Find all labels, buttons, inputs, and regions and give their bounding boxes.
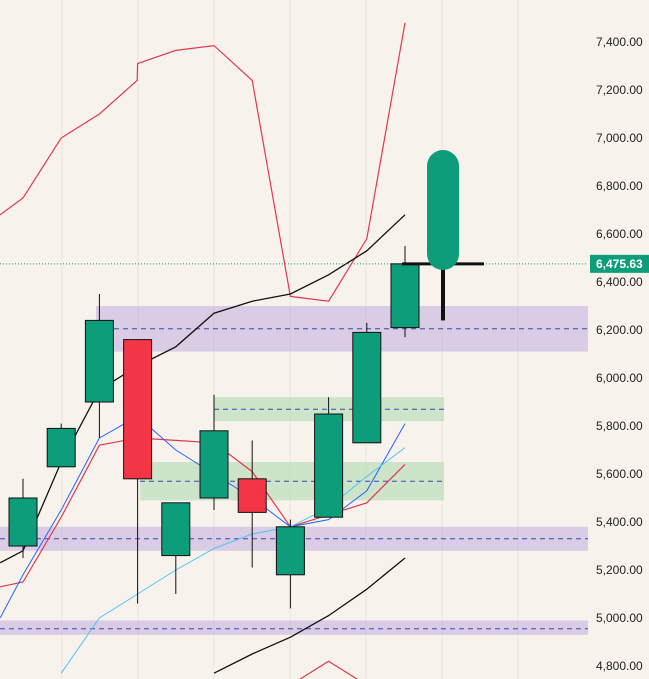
candle-body	[237, 478, 267, 513]
candle-body	[161, 502, 191, 557]
candle-body	[314, 413, 344, 518]
candle-body	[199, 430, 229, 499]
y-tick-label: 6,000.00	[596, 371, 643, 385]
upper-band-line	[0, 22, 406, 302]
last-price-tag	[590, 254, 649, 273]
projection-layer	[402, 150, 484, 321]
y-tick-label: 7,000.00	[596, 131, 643, 145]
y-tick-label: 4,800.00	[596, 659, 643, 673]
y-tick-label: 6,600.00	[596, 227, 643, 241]
candle-body	[352, 331, 382, 444]
price-axis: 7,400.00 7,200.00 7,000.00 6,800.00 6,600.00…	[590, 35, 649, 673]
y-tick-label: 5,200.00	[596, 563, 643, 577]
y-tick-label: 7,200.00	[596, 83, 643, 97]
projection-body	[427, 150, 459, 270]
zone-purple	[0, 620, 588, 635]
y-tick-label: 5,600.00	[596, 467, 643, 481]
y-tick-label: 5,000.00	[596, 611, 643, 625]
indicator-lines	[0, 22, 588, 679]
last-price-label: 6,475.63	[596, 257, 643, 271]
candle-body	[275, 526, 305, 576]
y-tick-label: 6,400.00	[596, 275, 643, 289]
candle-body	[123, 339, 153, 480]
y-tick-label: 6,800.00	[596, 179, 643, 193]
candle-body	[84, 319, 114, 403]
cyan-ma-line	[60, 447, 406, 674]
y-tick-label: 5,800.00	[596, 419, 643, 433]
y-tick-label: 6,200.00	[596, 323, 643, 337]
lower-black-line	[213, 557, 406, 674]
candle-body	[390, 263, 420, 329]
y-tick-label: 7,400.00	[596, 35, 643, 49]
candle-body	[8, 497, 38, 547]
y-tick-label: 5,400.00	[596, 515, 643, 529]
middle-line	[0, 214, 406, 564]
candle-body	[46, 427, 76, 468]
candles-layer	[8, 246, 420, 609]
lower-band-line	[299, 660, 359, 679]
